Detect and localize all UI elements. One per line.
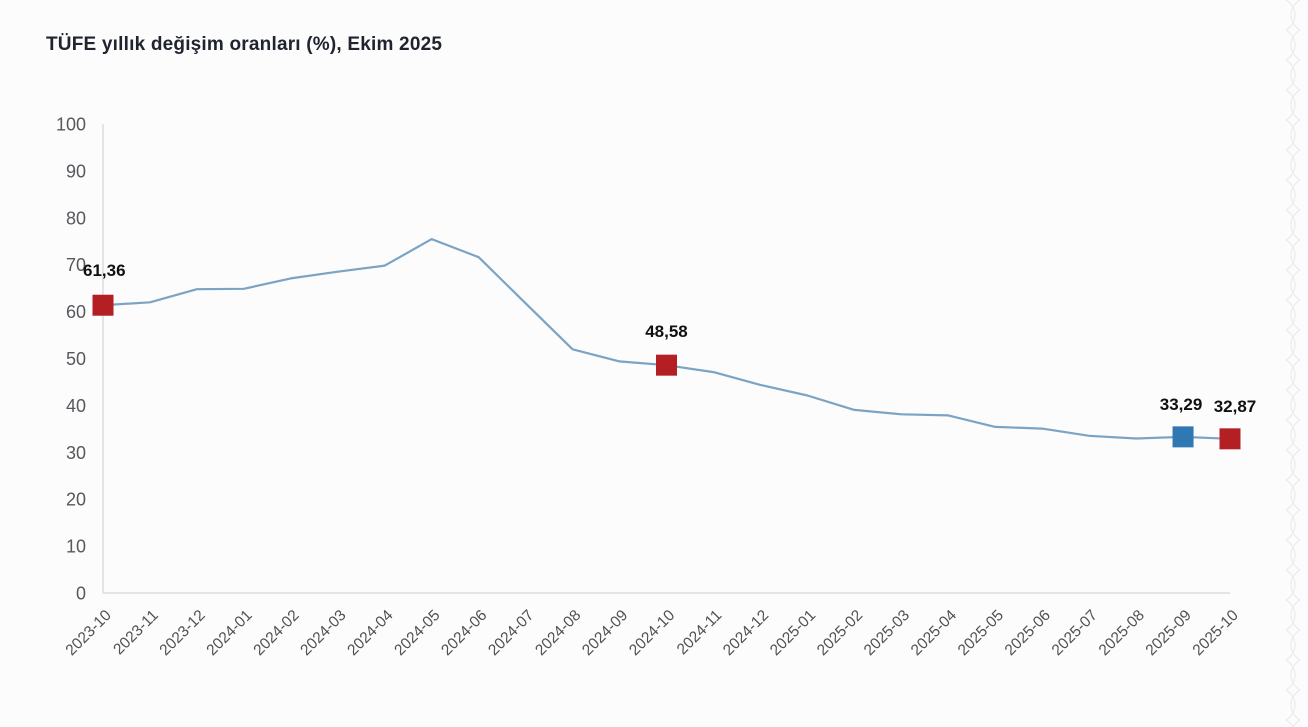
x-tick-label: 2025-09 bbox=[1143, 607, 1195, 659]
x-tick-label: 2024-11 bbox=[674, 607, 725, 658]
x-tick-label: 2023-10 bbox=[63, 607, 116, 660]
y-tick-label: 30 bbox=[66, 443, 86, 463]
highlight-marker bbox=[1219, 428, 1241, 450]
chart-title: TÜFE yıllık değişim oranları (%), Ekim 2… bbox=[46, 34, 443, 55]
y-tick-label: 90 bbox=[66, 161, 86, 181]
x-tick-label: 2025-01 bbox=[767, 607, 819, 659]
x-tick-label: 2025-02 bbox=[814, 607, 866, 659]
x-tick-label: 2024-12 bbox=[720, 607, 772, 659]
y-tick-label: 0 bbox=[76, 584, 86, 604]
y-tick-label: 80 bbox=[66, 208, 86, 228]
x-tick-label: 2025-10 bbox=[1190, 607, 1243, 660]
data-label: 32,87 bbox=[1214, 397, 1257, 416]
y-tick-label: 20 bbox=[66, 490, 86, 510]
x-tick-label: 2025-06 bbox=[1002, 607, 1054, 659]
x-tick-label: 2025-08 bbox=[1096, 607, 1148, 659]
x-tick-label: 2023-12 bbox=[156, 607, 208, 659]
x-tick-label: 2025-04 bbox=[908, 607, 961, 660]
y-tick-label: 10 bbox=[66, 537, 86, 557]
x-tick-label: 2025-05 bbox=[955, 607, 1007, 659]
x-tick-label: 2025-07 bbox=[1049, 607, 1101, 659]
x-tick-label: 2024-10 bbox=[626, 607, 679, 660]
x-tick-label: 2024-04 bbox=[344, 607, 397, 660]
data-label: 61,36 bbox=[83, 261, 126, 280]
y-tick-label: 60 bbox=[66, 302, 86, 322]
highlight-marker bbox=[656, 354, 677, 376]
data-label: 48,58 bbox=[645, 322, 688, 341]
y-tick-label: 40 bbox=[66, 396, 86, 416]
y-tick-label: 50 bbox=[66, 349, 86, 369]
y-tick-label: 70 bbox=[66, 255, 86, 275]
highlight-marker bbox=[1172, 426, 1194, 448]
x-tick-label: 2024-06 bbox=[438, 607, 490, 659]
highlight-marker bbox=[92, 294, 114, 316]
y-tick-label: 100 bbox=[56, 115, 86, 135]
x-tick-label: 2024-08 bbox=[532, 607, 584, 659]
data-label: 33,29 bbox=[1160, 395, 1203, 414]
x-tick-label: 2024-07 bbox=[485, 607, 537, 659]
x-tick-label: 2024-02 bbox=[250, 607, 302, 659]
x-tick-label: 2025-03 bbox=[861, 607, 913, 659]
x-tick-label: 2024-09 bbox=[579, 607, 631, 659]
x-tick-label: 2024-03 bbox=[297, 607, 349, 659]
decorative-edge-pattern bbox=[1280, 0, 1306, 727]
x-tick-label: 2023-11 bbox=[110, 607, 161, 658]
x-tick-label: 2024-01 bbox=[203, 607, 255, 659]
x-tick-label: 2024-05 bbox=[391, 607, 443, 659]
